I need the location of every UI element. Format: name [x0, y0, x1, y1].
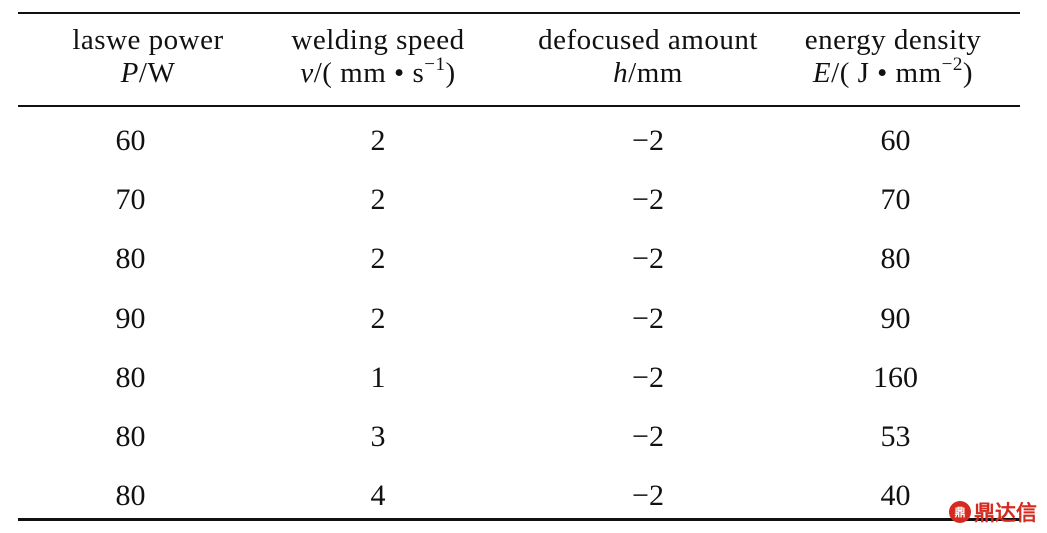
header-symbol: E [812, 57, 832, 89]
logo-icon: 鼎 [949, 501, 971, 523]
header-exponent: −1 [424, 54, 446, 75]
table-cell: 3 [370, 420, 386, 453]
header-symbol: h [613, 57, 629, 89]
header-unit-line: E/( J • mm−2) [788, 54, 998, 90]
header-energy-density: energy density E/( J • mm−2) [788, 24, 998, 90]
table-cell: 80 [115, 242, 146, 276]
table-cell: 160 [873, 360, 918, 394]
table-cell: 1 [370, 360, 386, 394]
table-cell: 80 [115, 360, 146, 394]
header-unit-line: P/W [48, 57, 248, 90]
table-row: 70 2 −2 70 [18, 173, 1020, 232]
table-row: 90 2 −2 90 [18, 292, 1020, 351]
table-cell: 2 [370, 242, 386, 276]
header-symbol: v [300, 57, 314, 89]
table-row: 80 3 −2 53 [18, 410, 1020, 469]
table-cell: 90 [880, 301, 911, 335]
table-cell: 2 [370, 301, 386, 335]
table-cell: 70 [880, 183, 911, 217]
table-cell: 53 [880, 420, 911, 453]
table-cell: −2 [632, 183, 664, 217]
table-cell: −2 [632, 124, 664, 157]
header-close-paren: ) [445, 57, 456, 89]
header-name: laswe power [72, 24, 224, 56]
header-laser-power: laswe power P/W [48, 24, 248, 90]
top-rule [18, 12, 1020, 14]
header-name: welding speed [291, 24, 465, 56]
header-unit-line: v/( mm • s−1) [278, 54, 478, 90]
table-cell: 70 [115, 183, 146, 217]
table-cell: −2 [632, 360, 664, 394]
header-rule [18, 105, 1020, 107]
table-cell: 2 [370, 183, 386, 217]
header-close-paren: ) [962, 57, 974, 89]
table-cell: −2 [632, 301, 664, 335]
table-cell: 80 [880, 242, 911, 276]
table-row: 60 2 −2 60 [18, 114, 1020, 173]
table-cell: 80 [115, 420, 146, 453]
header-unit: /( J • mm [831, 57, 942, 89]
table-row: 80 4 −2 40 [18, 469, 1020, 528]
header-welding-speed: welding speed v/( mm • s−1) [278, 24, 478, 90]
header-name: defocused amount [538, 24, 758, 56]
header-exponent: −2 [941, 54, 963, 75]
header-unit: /W [138, 57, 176, 89]
header-defocused-amount: defocused amount h/mm [518, 24, 778, 90]
header-unit-line: h/mm [518, 57, 778, 90]
header-unit: /( mm • s [313, 57, 425, 89]
table-cell: 40 [880, 479, 911, 513]
table-row: 80 2 −2 80 [18, 232, 1020, 291]
bottom-rule [18, 518, 1020, 521]
table-cell: 4 [370, 479, 386, 513]
watermark-logo: 鼎 鼎达信 [949, 497, 1037, 527]
table-cell: 60 [880, 124, 911, 157]
table-cell: −2 [632, 420, 664, 453]
table-cell: 2 [370, 124, 386, 157]
header-name: energy density [804, 24, 982, 56]
header-symbol: P [120, 57, 139, 89]
table-row: 80 1 −2 160 [18, 351, 1020, 410]
table-cell: 90 [115, 301, 146, 335]
table-cell: 80 [115, 479, 146, 513]
table-cell: 60 [115, 124, 146, 157]
table-cell: −2 [632, 242, 664, 276]
header-unit: /mm [628, 57, 683, 89]
table-cell: −2 [632, 479, 664, 513]
logo-text: 鼎达信 [974, 501, 1037, 525]
